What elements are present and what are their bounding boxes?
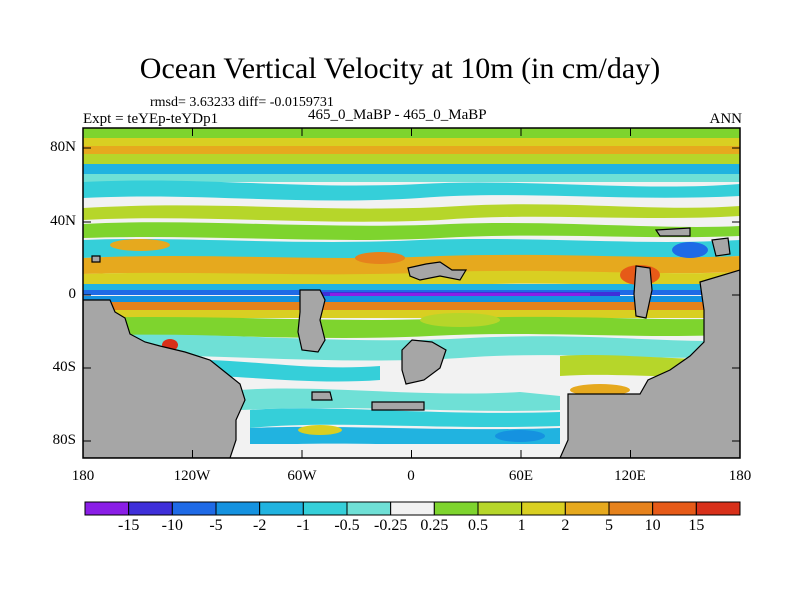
colorbar-label: 0.5 xyxy=(468,517,488,534)
y-tick-label: 80S xyxy=(52,432,76,448)
x-tick-label: 120E xyxy=(614,468,646,484)
y-tick-label: 40N xyxy=(50,213,76,229)
colorbar-swatch xyxy=(259,501,304,516)
colorbar xyxy=(84,501,741,516)
colorbar-swatch xyxy=(390,501,435,516)
colorbar-label: 5 xyxy=(605,517,613,534)
colorbar-swatch xyxy=(564,501,610,516)
colorbar-label: 10 xyxy=(644,517,661,534)
colorbar-label: 1 xyxy=(517,517,526,534)
x-tick-label: 180 xyxy=(728,468,752,484)
y-tick-label: 80N xyxy=(50,139,76,155)
colorbar-label: -15 xyxy=(117,517,140,534)
x-tick-label: 60W xyxy=(287,468,317,484)
period-label: 465_0_MaBP - 465_0_MaBP xyxy=(308,107,487,123)
x-tick-label: 0 xyxy=(407,468,415,484)
rmsd-diff-stats: rmsd= 3.63233 diff= -0.0159731 xyxy=(150,95,334,110)
land-mask xyxy=(83,227,740,458)
colorbar-label: -1 xyxy=(296,517,310,534)
colorbar-label: 2 xyxy=(561,517,570,534)
colorbar-swatch xyxy=(215,501,261,516)
colorbar-label: -5 xyxy=(209,517,223,534)
y-tick-label: 40S xyxy=(52,359,76,375)
colorbar-swatch xyxy=(477,501,523,516)
colorbar-swatch xyxy=(433,501,479,516)
x-tick-label: 120W xyxy=(173,468,211,484)
colorbar-swatch xyxy=(608,501,654,516)
x-tick-label: 60E xyxy=(508,468,534,484)
colorbar-label: 0.25 xyxy=(420,517,449,534)
x-tick-label: 180 xyxy=(71,468,95,484)
colorbar-label: -0.25 xyxy=(373,517,408,534)
colorbar-swatch xyxy=(346,501,392,516)
colorbar-swatch xyxy=(84,501,130,516)
colorbar-swatch xyxy=(171,501,217,516)
y-tick-label: 0 xyxy=(68,286,77,302)
season-label: ANN xyxy=(709,111,743,127)
colorbar-label: -0.5 xyxy=(334,517,360,534)
map-title: Ocean Vertical Velocity at 10m (in cm/da… xyxy=(139,52,661,85)
colorbar-swatch xyxy=(128,501,173,516)
colorbar-swatch xyxy=(652,501,697,516)
colorbar-swatch xyxy=(695,501,741,516)
colorbar-label: -10 xyxy=(161,517,183,534)
colorbar-label: -2 xyxy=(252,517,267,534)
colorbar-swatch xyxy=(521,501,566,516)
axis-ticks xyxy=(82,128,741,458)
colorbar-label: 15 xyxy=(688,517,705,534)
map-field xyxy=(83,128,740,458)
experiment-label: Expt = teYEp-teYDp1 xyxy=(83,111,219,127)
colorbar-swatch xyxy=(302,501,348,516)
